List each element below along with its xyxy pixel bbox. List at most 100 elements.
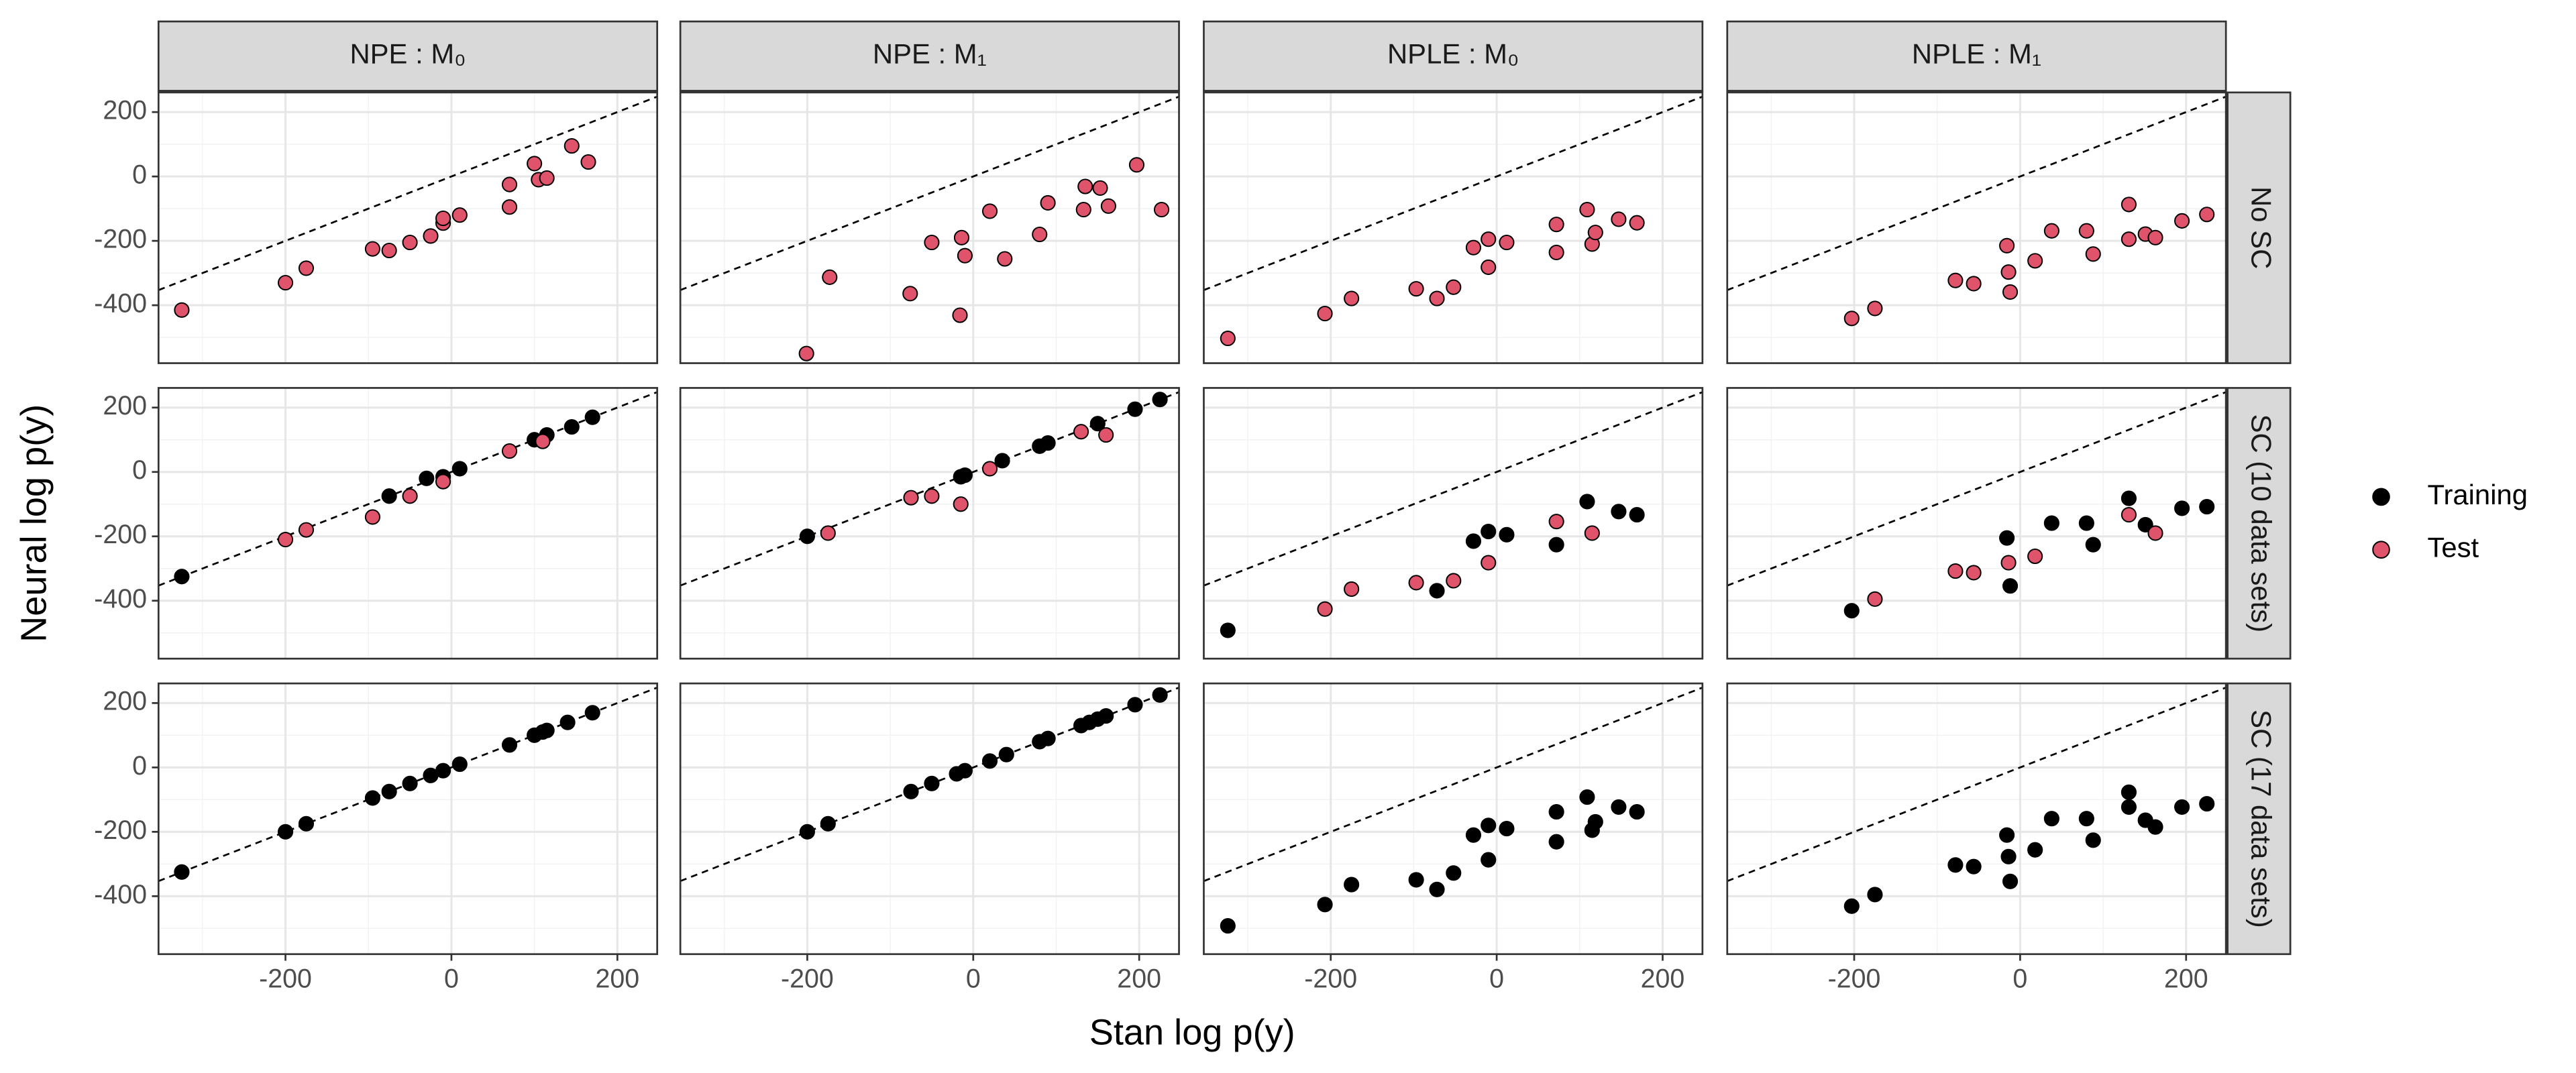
point	[1032, 226, 1048, 243]
row-strip	[2226, 91, 2292, 364]
point	[277, 824, 294, 840]
point	[451, 756, 468, 773]
point	[957, 763, 973, 779]
point	[1429, 881, 1445, 897]
point	[2121, 799, 2137, 815]
row-strip-label: SC (10 data sets)	[2245, 414, 2277, 632]
point	[902, 286, 918, 302]
point	[527, 156, 543, 172]
column-strip	[157, 20, 659, 92]
point	[381, 242, 397, 259]
x-axis-label: Stan log p(y)	[1089, 1013, 1295, 1053]
column-strip	[1203, 20, 1704, 92]
point	[451, 207, 468, 223]
point	[953, 229, 970, 245]
point	[2043, 811, 2059, 827]
panel-border	[1203, 91, 1704, 364]
point	[1481, 259, 1497, 276]
x-tick-label: 0	[966, 964, 981, 994]
panel-background	[1203, 683, 1703, 954]
point	[1429, 290, 1445, 306]
point	[501, 199, 518, 215]
y-tick-label: 0	[132, 455, 147, 485]
point	[501, 176, 518, 192]
point	[174, 302, 190, 318]
point	[2085, 832, 2101, 848]
point	[1127, 401, 1143, 417]
point	[1465, 827, 1482, 843]
panel-border	[679, 91, 1180, 364]
point	[1499, 234, 1515, 251]
point	[1344, 877, 1360, 893]
point	[539, 170, 555, 186]
point	[435, 210, 451, 227]
y-tick-label: -400	[94, 289, 147, 319]
point	[1220, 622, 1236, 638]
point	[1548, 217, 1564, 233]
point	[957, 247, 973, 264]
point	[559, 714, 576, 730]
x-tick-label: 200	[2164, 964, 2208, 994]
x-tick-label: 0	[444, 964, 459, 994]
point	[1579, 202, 1595, 218]
x-tick-label: 200	[1641, 964, 1685, 994]
y-tick-label: 200	[103, 687, 147, 716]
point	[1867, 300, 1883, 317]
panel-background	[680, 388, 1179, 659]
point	[1843, 603, 1860, 619]
point	[1867, 591, 1883, 607]
identity-line	[1203, 687, 1703, 883]
identity-line	[1203, 391, 1703, 587]
point	[501, 443, 518, 459]
point	[381, 783, 397, 799]
point	[1317, 306, 1333, 322]
panel-border	[1203, 387, 1704, 660]
point	[924, 775, 940, 791]
panel-background	[158, 683, 657, 954]
point	[402, 234, 418, 251]
point	[2121, 507, 2137, 523]
point	[2085, 536, 2101, 553]
x-tick-label: -200	[1304, 964, 1357, 994]
legend-marker	[2372, 541, 2390, 559]
point	[2147, 819, 2163, 835]
point	[1098, 427, 1114, 443]
panel-border	[679, 387, 1180, 660]
point	[2078, 811, 2094, 827]
point	[580, 154, 596, 170]
x-tick-label: 0	[2012, 964, 2027, 994]
panel-border	[1726, 682, 2227, 956]
y-tick-label: -200	[94, 815, 147, 845]
point	[1548, 244, 1564, 260]
row-strip-label: No SC	[2245, 186, 2277, 269]
point	[1579, 789, 1595, 805]
row-strip	[2226, 387, 2292, 660]
point	[1867, 887, 1883, 903]
point	[2043, 515, 2059, 531]
point	[535, 433, 551, 449]
point	[277, 274, 294, 291]
y-tick-label: -400	[94, 584, 147, 614]
point	[2121, 784, 2137, 800]
point	[2174, 500, 2190, 516]
point	[799, 824, 815, 840]
point	[957, 467, 973, 484]
point	[2121, 490, 2137, 506]
column-strip-label: NPLE : M₁	[1912, 38, 2041, 70]
point	[1100, 198, 1116, 214]
point	[1579, 494, 1595, 510]
point	[903, 490, 919, 506]
point	[1587, 813, 1603, 830]
point	[1843, 310, 1860, 327]
y-tick-label: 0	[132, 751, 147, 781]
point	[981, 461, 998, 477]
identity-line	[1727, 95, 2226, 291]
point	[364, 241, 381, 257]
point	[1128, 157, 1145, 173]
point	[584, 409, 600, 425]
y-tick-label: -200	[94, 520, 147, 549]
point	[584, 705, 600, 721]
column-strip-label: NPE : M₀	[350, 38, 466, 70]
point	[1040, 730, 1056, 746]
point	[1465, 533, 1482, 549]
